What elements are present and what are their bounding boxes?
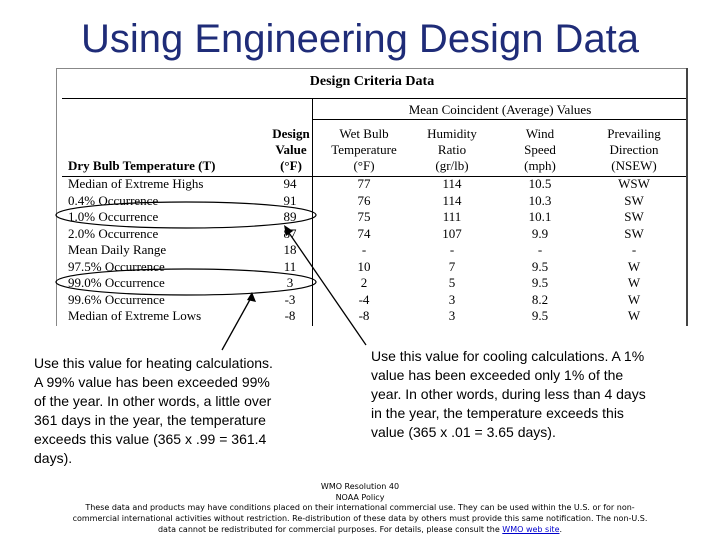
- table-cell: 107: [442, 225, 462, 241]
- table-cell: WSW: [618, 176, 650, 191]
- table-cell: 8.2: [531, 291, 549, 307]
- wmo-resolution: WMO Resolution 40: [320, 482, 400, 491]
- table-cell: 5: [448, 275, 456, 290]
- table-cell: 9.5: [531, 258, 549, 274]
- heating-note: Use this value for heating calculations.…: [34, 355, 273, 466]
- table-cell: -: [449, 242, 455, 257]
- table-cell: 9.5: [531, 275, 549, 290]
- panel-left-edge: [56, 68, 57, 326]
- policy-line-1: These data and products may have conditi…: [85, 503, 635, 512]
- table-cell: -: [631, 242, 637, 257]
- table-cell: SW: [624, 225, 644, 241]
- table-cell: -3: [284, 291, 296, 307]
- table-cell: 9.9: [531, 225, 549, 241]
- table-cell: 91: [283, 192, 297, 208]
- panel-top-edge: [56, 68, 688, 69]
- panel-right-edge: [686, 68, 688, 326]
- heating-arrow-line: [221, 295, 253, 351]
- table-cell: -8: [358, 308, 370, 323]
- table-cell: SW: [624, 209, 644, 224]
- table-cell: 11: [283, 258, 297, 274]
- table-cell: W: [627, 308, 641, 323]
- rule-header: [62, 176, 688, 177]
- row-label: 99.0% Occurrence: [68, 275, 165, 290]
- table-cell: 75: [357, 209, 371, 224]
- table-cell: W: [627, 275, 641, 290]
- table-cell: 89: [283, 209, 297, 224]
- table-cell: 9.5: [531, 308, 549, 323]
- table-cell: SW: [624, 192, 644, 208]
- row-label: Median of Extreme Highs: [68, 176, 204, 191]
- design-criteria-table: Design Criteria Data Mean Coincident (Av…: [56, 68, 688, 326]
- table-cell: 2: [360, 275, 368, 290]
- wmo-web-site-link[interactable]: WMO web site: [502, 525, 560, 534]
- table-cell: 94: [283, 176, 297, 191]
- heating-arrow-head: [247, 292, 256, 302]
- highlight-99pct-ellipse: [55, 268, 317, 296]
- col-header-design-value: Design Value (°F): [272, 126, 310, 173]
- rule-group: [312, 119, 688, 120]
- slide-title: Using Engineering Design Data: [80, 17, 640, 61]
- table-cell: -8: [284, 308, 296, 323]
- table-cell: 76: [357, 192, 371, 208]
- row-label: 0.4% Occurrence: [68, 192, 159, 208]
- table-cell: 3: [286, 275, 294, 290]
- table-cell: 74: [357, 225, 371, 241]
- table-cell: 10: [357, 258, 371, 274]
- cooling-arrow-line: [286, 229, 367, 346]
- table-cell: 111: [442, 209, 462, 224]
- table-cell: 7: [448, 258, 456, 274]
- table-cell: 10.1: [528, 209, 552, 224]
- table-cell: 18: [283, 242, 297, 257]
- col-header-wind-speed: Wind Speed (mph): [524, 126, 556, 173]
- col-header-direction: Prevailing Direction (NSEW): [607, 126, 661, 173]
- table-cell: 114: [442, 176, 462, 191]
- table-cell: -: [537, 242, 543, 257]
- row-label: 1.0% Occurrence: [68, 209, 159, 224]
- policy-line-3-end: .: [559, 525, 563, 534]
- highlight-1pct-ellipse: [55, 201, 317, 229]
- row-label: Mean Daily Range: [68, 242, 167, 257]
- policy-line-3-text: data cannot be redistributed for commerc…: [157, 525, 500, 534]
- table-cell: 10.3: [528, 192, 552, 208]
- col-header-humidity: Humidity Ratio (gr/lb): [427, 126, 477, 173]
- cooling-note: Use this value for cooling calculations.…: [371, 348, 646, 440]
- table-cell: 77: [357, 176, 371, 191]
- table-cell: -4: [358, 291, 370, 307]
- row-label: 99.6% Occurrence: [68, 291, 165, 307]
- group-header: Mean Coincident (Average) Values: [408, 102, 592, 117]
- table-cell: W: [627, 291, 641, 307]
- col-header-wet-bulb: Wet Bulb Temperature (°F): [331, 126, 397, 173]
- table-cell: 3: [448, 308, 456, 323]
- noaa-policy: NOAA Policy: [335, 493, 385, 502]
- policy-line-3: data cannot be redistributed for commerc…: [0, 524, 720, 535]
- table-cell: 114: [442, 192, 462, 208]
- policy-line-2: commercial international activities with…: [72, 514, 648, 523]
- table-cell: -: [361, 242, 367, 257]
- table-title: Design Criteria Data: [309, 74, 435, 89]
- table-cell: W: [627, 258, 641, 274]
- table-cell: 3: [448, 291, 456, 307]
- row-label: 2.0% Occurrence: [68, 225, 159, 241]
- row-header: Dry Bulb Temperature (T): [68, 158, 216, 173]
- cooling-arrow-head: [284, 225, 293, 236]
- rule-top: [62, 98, 688, 99]
- table-cell: 10.5: [528, 176, 552, 191]
- row-label: Median of Extreme Lows: [68, 308, 202, 323]
